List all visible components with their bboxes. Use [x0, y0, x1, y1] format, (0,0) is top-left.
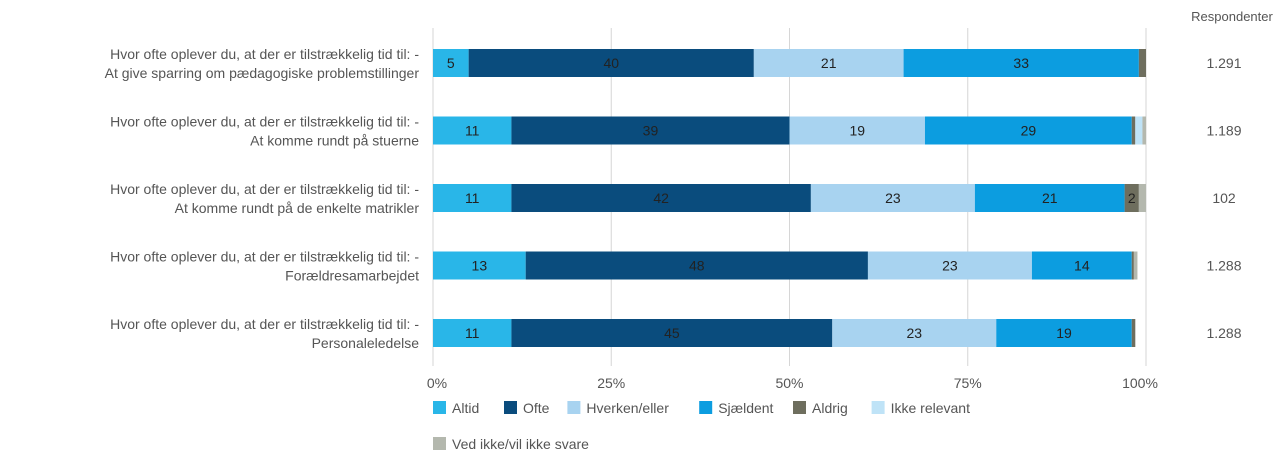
- data-label: 2: [1128, 190, 1136, 206]
- bar-segment-aldrig-2: [1124, 184, 1139, 212]
- bar-segment-aldrig-0: [1138, 49, 1146, 77]
- category-label-line: At komme rundt på stuerne: [250, 133, 419, 149]
- respondent-count-0: 1.291: [1206, 55, 1241, 71]
- data-label: 13: [472, 258, 488, 274]
- legend-swatch-6: [433, 437, 446, 450]
- category-label-4: Hvor ofte oplever du, at der er tilstræk…: [110, 316, 419, 351]
- respondents-column: Respondenter 1.291 1.189 102 1.288 1.288: [1191, 9, 1273, 341]
- legend: Altid Ofte Hverken/eller Sjældent Aldrig Ikke…: [433, 400, 970, 452]
- category-label-line: At komme rundt på de enkelte matrikler: [175, 200, 420, 216]
- data-label: 29: [1021, 123, 1037, 139]
- bar-segment-sjældent-0: [903, 49, 1139, 77]
- legend-label-5: Ikke relevant: [891, 400, 970, 416]
- data-label: 23: [942, 258, 958, 274]
- x-tick-label-4: 100%: [1122, 375, 1158, 391]
- x-tick-label-2: 50%: [775, 375, 803, 391]
- data-label: 19: [1056, 325, 1072, 341]
- legend-swatch-5: [871, 401, 885, 414]
- x-tick-label-3: 75%: [954, 375, 982, 391]
- bar-segment-ofte-1: [511, 116, 790, 145]
- legend-label-4: Aldrig: [812, 400, 848, 416]
- bar-segment-ved-ikke-vil-ikke-svare-2: [1138, 184, 1146, 212]
- bar-segment-altid-1: [433, 116, 512, 145]
- respondent-count-2: 102: [1212, 190, 1236, 206]
- category-labels: Hvor ofte oplever du, at der er tilstræk…: [105, 46, 420, 351]
- bar-segment-ofte-0: [468, 49, 754, 77]
- bar-segment-altid-3: [433, 251, 526, 280]
- legend-swatch-0: [433, 401, 446, 414]
- bar-segment-sjældent-3: [1031, 251, 1132, 280]
- respondent-count-1: 1.189: [1206, 123, 1241, 139]
- data-label: 23: [885, 190, 901, 206]
- data-label: 39: [643, 123, 659, 139]
- data-label: 21: [1042, 190, 1058, 206]
- bar-segment-hverken-eller-4: [832, 319, 997, 347]
- bar-segment-ofte-4: [511, 319, 833, 347]
- bar-segment-ved-ikke-vil-ikke-svare-1: [1142, 116, 1146, 145]
- data-label: 21: [821, 55, 837, 71]
- data-label: 5: [447, 55, 455, 71]
- x-tick-label-1: 25%: [597, 375, 625, 391]
- bar-segment-sjældent-2: [974, 184, 1125, 212]
- bar-segment-ikke-relevant-1: [1135, 116, 1143, 145]
- bar-segment-hverken-eller-2: [810, 184, 975, 212]
- x-tick-label-0: 0%: [427, 375, 447, 391]
- bar-segment-hverken-eller-0: [753, 49, 904, 77]
- category-label-line: Personaleledelse: [312, 335, 420, 351]
- legend-swatch-2: [567, 401, 581, 414]
- data-label: 48: [689, 258, 705, 274]
- category-label-3: Hvor ofte oplever du, at der er tilstræk…: [110, 249, 419, 284]
- respondent-count-3: 1.288: [1206, 258, 1241, 274]
- bar-segment-hverken-eller-1: [789, 116, 925, 145]
- x-axis-ticks: 0% 25% 50% 75% 100%: [427, 375, 1158, 391]
- category-label-1: Hvor ofte oplever du, at der er tilstræk…: [110, 114, 419, 149]
- legend-label-6: Ved ikke/vil ikke svare: [452, 436, 589, 452]
- legend-label-0: Altid: [452, 400, 479, 416]
- bar-segment-altid-0: [433, 49, 469, 77]
- legend-label-2: Hverken/eller: [586, 400, 669, 416]
- bar-segment-sjældent-1: [924, 116, 1132, 145]
- bar-segment-aldrig-4: [1131, 319, 1136, 347]
- data-label: 11: [465, 190, 480, 206]
- category-label-0: Hvor ofte oplever du, at der er tilstræk…: [105, 46, 420, 81]
- bar-segment-ofte-3: [525, 251, 868, 280]
- bar-segment-aldrig-1: [1131, 116, 1136, 145]
- category-label-line: At give sparring om pædagogiske problems…: [105, 65, 420, 81]
- legend-label-3: Sjældent: [718, 400, 773, 416]
- bar-segment-ved-ikke-vil-ikke-svare-3: [1133, 251, 1138, 280]
- category-label-2: Hvor ofte oplever du, at der er tilstræk…: [110, 181, 419, 216]
- category-label-line: Hvor ofte oplever du, at der er tilstræk…: [110, 114, 419, 130]
- bar-segment-altid-2: [433, 184, 512, 212]
- data-label: 42: [653, 190, 669, 206]
- bar-segment-hverken-eller-3: [867, 251, 1032, 280]
- category-label-line: Hvor ofte oplever du, at der er tilstræk…: [110, 46, 419, 62]
- legend-swatch-1: [504, 401, 517, 414]
- legend-swatch-4: [793, 401, 806, 414]
- bar-segment-ofte-2: [511, 184, 811, 212]
- data-label: 14: [1074, 258, 1090, 274]
- category-label-line: Hvor ofte oplever du, at der er tilstræk…: [110, 181, 419, 197]
- bar-segment-altid-4: [433, 319, 512, 347]
- data-label: 45: [664, 325, 680, 341]
- data-label: 11: [465, 325, 480, 341]
- legend-swatch-3: [699, 401, 713, 414]
- data-label: 23: [906, 325, 922, 341]
- category-label-line: Hvor ofte oplever du, at der er tilstræk…: [110, 316, 419, 332]
- data-label: 19: [849, 123, 865, 139]
- data-label: 33: [1013, 55, 1029, 71]
- bar-segment-aldrig-3: [1131, 251, 1134, 280]
- bars: 5 40 21 33 11 39 19 29 11 42 23 21 2 13 48 23 14 11 45 23 19: [433, 49, 1146, 347]
- respondent-count-4: 1.288: [1206, 325, 1241, 341]
- category-label-line: Forældresamarbejdet: [285, 268, 419, 284]
- legend-label-1: Ofte: [523, 400, 550, 416]
- data-label: 11: [465, 123, 480, 139]
- category-label-line: Hvor ofte oplever du, at der er tilstræk…: [110, 249, 419, 265]
- data-label: 40: [603, 55, 619, 71]
- respondents-header: Respondenter: [1191, 9, 1273, 24]
- bar-segment-sjældent-4: [996, 319, 1132, 347]
